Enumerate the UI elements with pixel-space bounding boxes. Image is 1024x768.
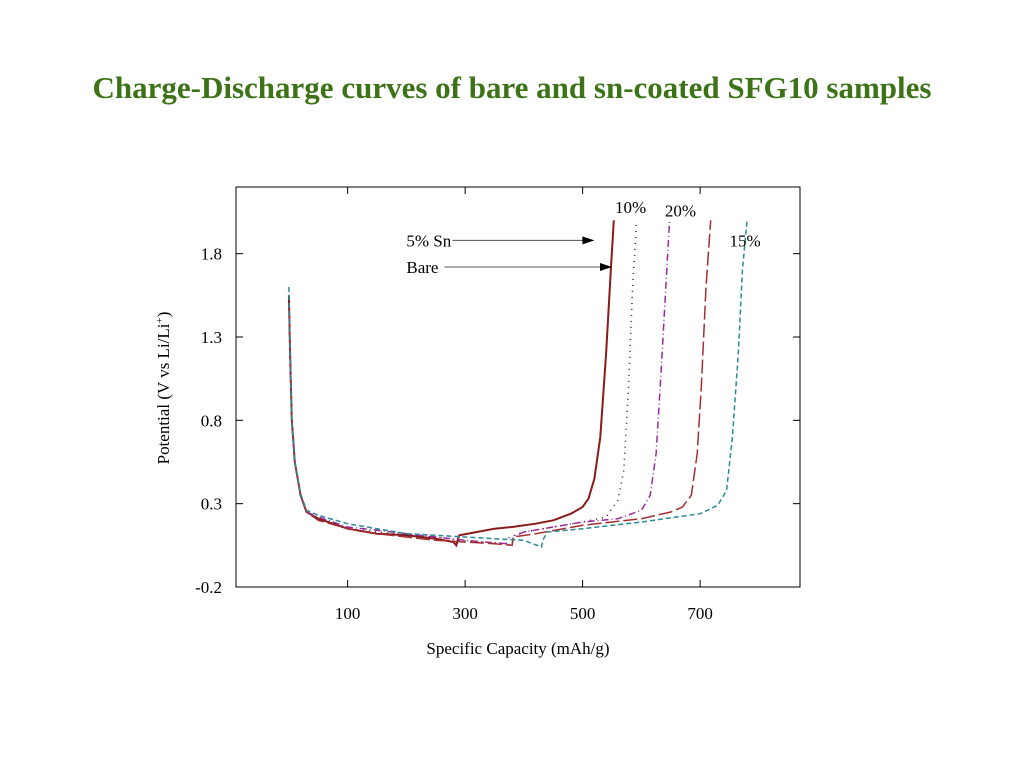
annotation-label: 10% bbox=[615, 198, 646, 217]
series-line-sn15 bbox=[288, 220, 748, 549]
axis-ticks: 100 300 500 700 -0.2 0.3 0.8 1.3 1.8 bbox=[195, 187, 800, 623]
y-tick-label: 1.8 bbox=[201, 245, 222, 264]
y-tick-label: 1.3 bbox=[201, 328, 222, 347]
annotation-label: 15% bbox=[730, 231, 761, 250]
y-tick-label: 0.3 bbox=[201, 495, 222, 514]
annotations: 5% Sn Bare 10% 20% 15% bbox=[406, 198, 760, 277]
x-axis-label: Specific Capacity (mAh/g) bbox=[426, 639, 609, 658]
annotation-label: 20% bbox=[665, 201, 696, 220]
x-tick-label: 500 bbox=[570, 604, 596, 623]
series-line-bare bbox=[287, 220, 615, 548]
curves bbox=[287, 220, 748, 549]
arrow-head-icon bbox=[582, 236, 595, 245]
series-line-sn5 bbox=[288, 220, 638, 545]
chart-title: Charge-Discharge curves of bare and sn-c… bbox=[92, 70, 932, 105]
plot-frame bbox=[235, 186, 801, 588]
series-line-sn10 bbox=[288, 220, 671, 547]
y-axis-label: Potential (V vs Li/Li+) bbox=[154, 312, 173, 465]
x-tick-label: 300 bbox=[452, 604, 478, 623]
series-line-sn20 bbox=[288, 220, 712, 547]
y-tick-label: -0.2 bbox=[195, 578, 222, 597]
annotation-label: 5% Sn bbox=[406, 231, 451, 250]
annotation-label: Bare bbox=[406, 258, 438, 277]
y-tick-label: 0.8 bbox=[201, 411, 222, 430]
x-tick-label: 100 bbox=[335, 604, 361, 623]
x-tick-label: 700 bbox=[687, 604, 713, 623]
arrow-head-icon bbox=[600, 263, 612, 271]
